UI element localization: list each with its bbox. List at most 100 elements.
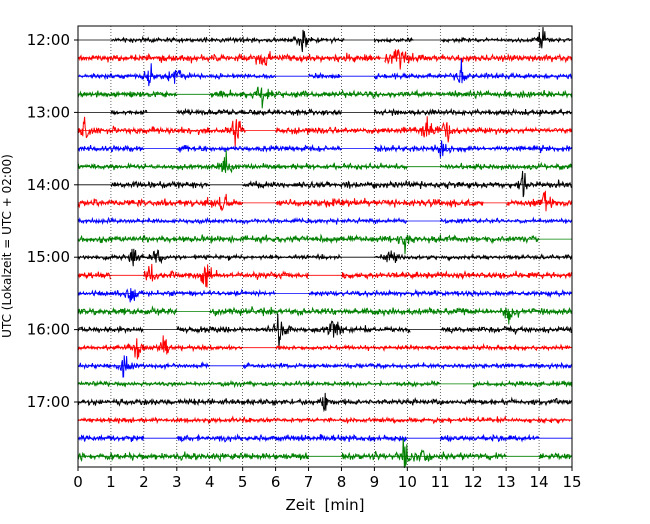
trace-row-1630 (77, 355, 573, 378)
x-tick-label: 12 (464, 473, 483, 491)
trace-row-1415 (77, 190, 573, 212)
trace-signal (77, 271, 111, 280)
y-axis-label: UTC (Lokalzeit = UTC + 02:00) (0, 154, 14, 338)
trace-row-1430 (77, 216, 573, 226)
trace-signal (110, 180, 210, 190)
trace-signal (110, 29, 345, 53)
trace-row-1300 (78, 107, 573, 117)
trace-row-1530 (77, 288, 573, 303)
y-tick-label: 15:00 (27, 248, 70, 266)
trace-signal (77, 392, 573, 413)
trace-row-1245 (77, 86, 573, 109)
x-tick-label: 11 (431, 473, 450, 491)
x-tick-label: 13 (497, 473, 516, 491)
trace-signal (308, 71, 342, 80)
trace-signal (384, 49, 573, 70)
trace-signal (341, 438, 507, 469)
trace-signal (374, 250, 573, 264)
trace-signal (176, 107, 342, 116)
trace-signal (77, 51, 381, 66)
trace-signal (439, 324, 573, 336)
trace-signal (472, 379, 573, 389)
y-tick-label: 17:00 (27, 393, 70, 411)
x-axis-ticks: 0 1 2 3 4 5 6 7 8 9 10 11 12 13 14 15 (73, 467, 582, 491)
trace-signal (176, 433, 408, 443)
x-tick-label: 2 (139, 473, 149, 491)
trace-row-1445 (77, 233, 572, 255)
trace-signal (209, 86, 573, 109)
trace-signal (209, 306, 573, 325)
plot-frame (77, 25, 573, 468)
trace-signal (275, 342, 573, 352)
trace-signal (439, 433, 540, 443)
trace-signal (77, 90, 177, 98)
x-tick-label: 1 (106, 473, 116, 491)
trace-signal (77, 63, 276, 87)
trace-row-1645 (77, 379, 573, 389)
trace-row-1230 (77, 58, 573, 87)
y-tick-label: 13:00 (27, 103, 70, 121)
x-tick-label: 9 (370, 473, 380, 491)
y-tick-label: 14:00 (27, 176, 70, 194)
trace-signal (77, 451, 309, 463)
trace-signal (275, 116, 573, 143)
trace-signal (77, 379, 441, 389)
y-tick-label: 16:00 (27, 321, 70, 339)
trace-signal (77, 116, 246, 148)
x-axis-label: Zeit [min] (285, 496, 364, 514)
x-tick-label: 7 (304, 473, 314, 491)
y-axis-ticks: 12:00 13:00 14:00 15:00 16:00 17:00 (27, 31, 78, 411)
trace-signal (538, 452, 573, 461)
trace-signal (373, 36, 414, 44)
x-tick-label: 5 (238, 473, 248, 491)
trace-row-1200 (78, 27, 572, 53)
trace-row-1730 (77, 433, 572, 443)
trace-signal (242, 361, 573, 371)
trace-signal (77, 193, 243, 212)
trace-signal (373, 107, 573, 117)
trace-signal (77, 415, 572, 425)
trace-signal (176, 314, 411, 350)
trace-row-1715 (77, 415, 572, 425)
x-tick-label: 4 (205, 473, 215, 491)
x-tick-label: 6 (271, 473, 281, 491)
trace-row-1545 (77, 305, 573, 325)
trace-signal (110, 109, 148, 116)
trace-signal (77, 305, 177, 316)
x-tick-label: 0 (73, 473, 83, 491)
trace-signal (77, 150, 408, 174)
trace-row-1345 (77, 150, 573, 174)
trace-signal (77, 248, 342, 267)
trace-signal (77, 144, 144, 153)
trace-row-1745 (77, 438, 573, 469)
x-tick-label: 15 (562, 473, 581, 491)
trace-signal (242, 170, 573, 198)
trace-row-1315 (77, 116, 573, 148)
x-tick-label: 8 (337, 473, 347, 491)
trace-signal (341, 270, 573, 280)
trace-row-1215 (77, 49, 573, 70)
trace-signal (143, 263, 309, 288)
trace-signal (440, 27, 572, 49)
trace-row-1600 (77, 314, 573, 350)
y-tick-label: 12:00 (27, 31, 70, 49)
x-tick-label: 14 (530, 473, 549, 491)
trace-row-1700 (77, 392, 573, 413)
trace-row-1500 (77, 248, 573, 267)
x-tick-label: 10 (398, 473, 417, 491)
trace-signal (275, 197, 484, 209)
trace-signal (77, 434, 144, 443)
traces-layer (77, 27, 573, 469)
trace-row-1515 (77, 263, 573, 288)
trace-signal (77, 335, 243, 360)
trace-signal (439, 161, 573, 171)
trace-row-1330 (77, 140, 572, 158)
trace-signal (77, 216, 408, 226)
trace-signal (176, 144, 342, 153)
trace-row-1615 (77, 335, 573, 360)
trace-row-1400 (78, 170, 573, 198)
x-tick-label: 3 (172, 473, 182, 491)
trace-signal (77, 288, 276, 303)
